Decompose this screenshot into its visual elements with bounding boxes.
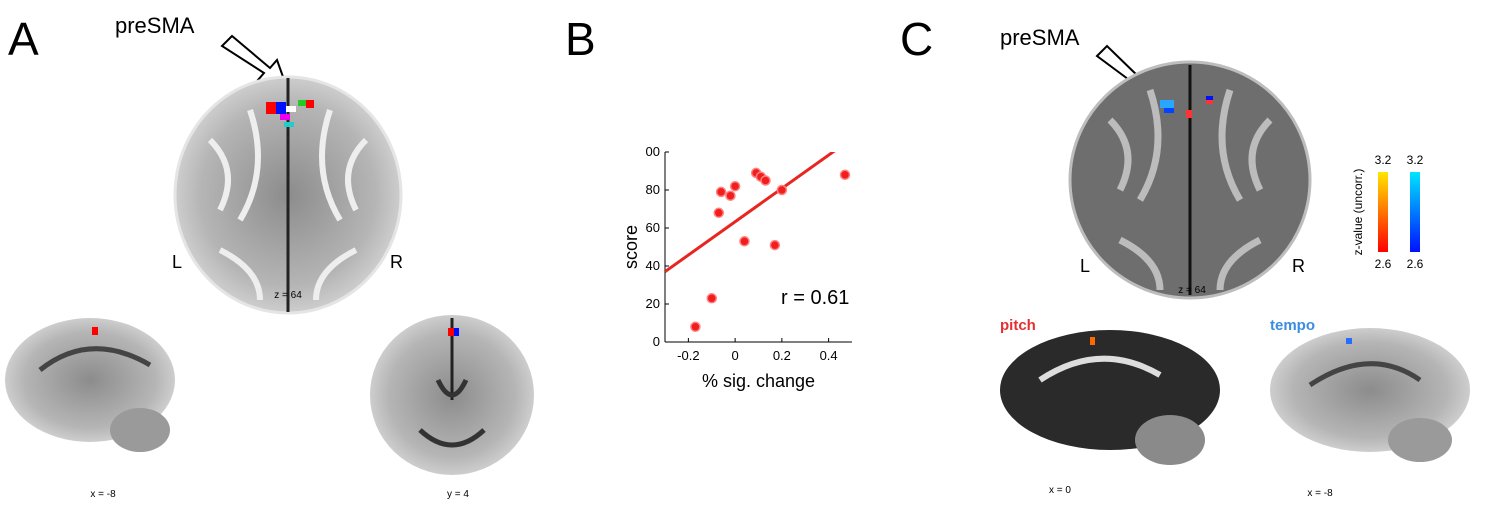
point	[839, 169, 851, 181]
activation	[1346, 338, 1352, 344]
cerebellum	[1135, 415, 1205, 465]
activation	[284, 122, 294, 127]
slice-coord: z = 64	[274, 290, 302, 301]
point	[729, 180, 741, 192]
point	[715, 186, 727, 198]
panel-label: A	[8, 13, 39, 65]
y-tick-label: 00	[646, 144, 660, 159]
cerebellum	[110, 408, 170, 452]
colorbar-title: z-value (uncorr.)	[1351, 169, 1365, 256]
slice-coord: z = 64	[1178, 285, 1206, 296]
colorbar-warm	[1378, 172, 1388, 252]
y-tick-label: 80	[646, 182, 660, 197]
activation	[298, 100, 306, 106]
panel-label: B	[565, 13, 596, 65]
arrow-label: preSMA	[115, 13, 195, 38]
activation	[280, 114, 290, 120]
colorbar-min: 2.6	[1375, 257, 1392, 271]
activation	[448, 328, 454, 336]
activation	[1164, 108, 1174, 113]
point	[769, 239, 781, 251]
colorbar-cool	[1410, 172, 1420, 252]
x-axis-label: % sig. change	[702, 371, 815, 391]
x-tick-label: 0.4	[820, 348, 838, 363]
slice-coord: x = -8	[1307, 488, 1333, 499]
activation	[306, 100, 314, 108]
arrow-label: preSMA	[1000, 25, 1080, 50]
y-tick-label: 60	[646, 220, 660, 235]
slice-coord: x = 0	[1049, 485, 1071, 496]
colorbar-max: 3.2	[1407, 153, 1424, 167]
fit-line	[665, 152, 836, 273]
gyri	[1107, 88, 1273, 291]
activation	[1206, 96, 1213, 100]
activation	[286, 106, 296, 112]
condition-title: pitch	[1000, 317, 1036, 334]
gyri	[207, 109, 369, 301]
point	[706, 293, 717, 304]
point	[690, 321, 701, 333]
point	[725, 190, 736, 201]
hemisphere-label: R	[1292, 256, 1305, 276]
activation	[1186, 110, 1192, 118]
point	[776, 184, 788, 196]
x-tick-label: 0	[732, 348, 739, 363]
activation	[1090, 337, 1095, 345]
activation	[92, 327, 98, 335]
arrow	[220, 34, 289, 90]
corpus-callosum	[1038, 355, 1162, 383]
cerebellum	[1388, 418, 1452, 462]
x-tick-label: 0.2	[773, 348, 791, 363]
panel-label: C	[900, 13, 933, 65]
hemisphere-label: R	[390, 252, 403, 272]
annotation: r = 0.61	[781, 287, 849, 309]
corpus-callosum	[1308, 361, 1422, 388]
activation	[1160, 100, 1174, 108]
activation	[454, 328, 459, 336]
y-axis-label: score	[621, 225, 641, 269]
y-tick-label: 40	[646, 258, 660, 273]
colorbar-min: 2.6	[1407, 257, 1424, 271]
colorbar-max: 3.2	[1375, 153, 1392, 167]
y-tick-label: 0	[653, 334, 660, 349]
condition-title: tempo	[1270, 317, 1315, 334]
x-tick-label: -0.2	[677, 348, 699, 363]
point	[760, 175, 771, 186]
hemisphere-label: L	[1080, 256, 1090, 276]
slice-coord: y = 4	[447, 489, 469, 500]
y-tick-label: 20	[646, 296, 660, 311]
activation	[1206, 100, 1213, 104]
point	[713, 207, 725, 219]
slice-coord: x = -8	[90, 489, 116, 500]
activation	[276, 102, 286, 114]
point	[739, 236, 750, 247]
hemisphere-label: L	[172, 252, 182, 272]
corpus-callosum	[38, 346, 152, 372]
ventricles	[418, 378, 486, 448]
activation	[266, 102, 276, 114]
